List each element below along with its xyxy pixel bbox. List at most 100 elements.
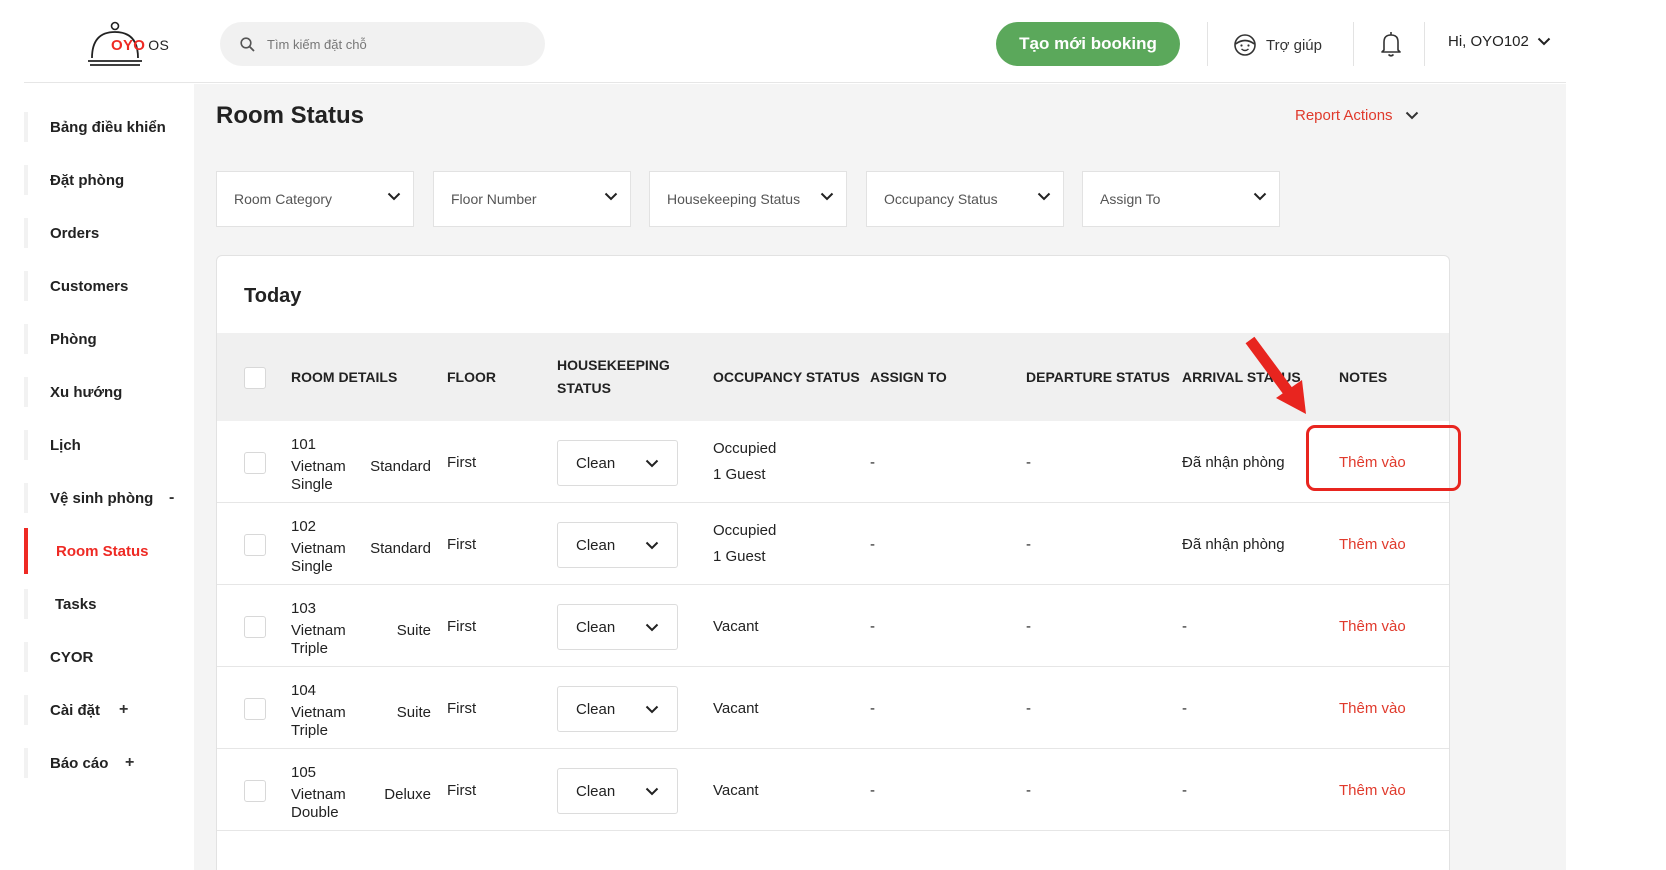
- housekeeping-status-select[interactable]: Clean: [557, 768, 678, 814]
- housekeeping-status-select[interactable]: Clean: [557, 686, 678, 732]
- occupancy-status: Occupied: [713, 440, 777, 457]
- chevron-down-icon: [1537, 37, 1551, 46]
- sidebar-item-calendar[interactable]: Lịch: [24, 422, 194, 468]
- row-checkbox[interactable]: [244, 616, 266, 638]
- housekeeping-status-select[interactable]: Clean: [557, 440, 678, 486]
- guest-count: 1 Guest: [713, 466, 766, 483]
- add-note-link[interactable]: Thêm vào: [1339, 618, 1406, 635]
- sidebar-item-label: Xu hướng: [50, 383, 123, 401]
- room-category: Suite: [396, 622, 431, 639]
- column-header-notes: NOTES: [1339, 369, 1388, 385]
- row-checkbox[interactable]: [244, 534, 266, 556]
- search-input[interactable]: [267, 33, 527, 55]
- chevron-down-icon: [1037, 192, 1051, 201]
- column-header-floor: FLOOR: [447, 369, 496, 385]
- column-header-housekeeping: HOUSEKEEPING STATUS: [557, 357, 670, 396]
- row-checkbox[interactable]: [244, 780, 266, 802]
- user-menu[interactable]: Hi, OYO102: [1448, 33, 1551, 50]
- header-divider: [1353, 22, 1354, 66]
- sidebar-item-room-status[interactable]: Room Status: [24, 528, 194, 574]
- occupancy-status: Vacant: [713, 700, 759, 717]
- filter-assign-to[interactable]: Assign To: [1082, 171, 1280, 227]
- room-name: Vietnam: [291, 540, 346, 557]
- table-header: ROOM DETAILS FLOOR HOUSEKEEPING STATUS O…: [217, 333, 1449, 421]
- add-note-link[interactable]: Thêm vào: [1339, 536, 1406, 553]
- filter-label: Occupancy Status: [884, 191, 998, 207]
- room-category: Deluxe: [384, 786, 431, 803]
- notifications-button[interactable]: [1379, 30, 1403, 63]
- add-note-link[interactable]: Thêm vào: [1339, 454, 1406, 471]
- sidebar-item-trends[interactable]: Xu hướng: [24, 369, 194, 415]
- cloche-icon: [88, 21, 142, 66]
- row-checkbox[interactable]: [244, 452, 266, 474]
- main-content: Room Status Report Actions Room Category…: [194, 84, 1566, 870]
- room-category: Standard: [370, 458, 431, 475]
- room-type: Double: [291, 804, 339, 821]
- logo-brand: OYO: [111, 37, 146, 54]
- room-name: Vietnam: [291, 786, 346, 803]
- filter-housekeeping-status[interactable]: Housekeeping Status: [649, 171, 847, 227]
- arrival-status: -: [1182, 782, 1187, 799]
- column-header-assign-to: ASSIGN TO: [870, 369, 947, 385]
- room-category: Standard: [370, 540, 431, 557]
- oyo-logo[interactable]: OYO OS: [86, 20, 186, 70]
- help-link[interactable]: Trợ giúp: [1233, 32, 1322, 58]
- room-floor: First: [447, 782, 477, 799]
- chevron-down-icon: [645, 787, 659, 796]
- room-number: 101: [291, 436, 317, 453]
- report-actions-dropdown[interactable]: Report Actions: [1295, 107, 1419, 124]
- sidebar-item-housekeeping[interactable]: Vệ sinh phòng -: [24, 475, 194, 521]
- housekeeping-status-value: Clean: [576, 537, 616, 554]
- add-note-link[interactable]: Thêm vào: [1339, 782, 1406, 799]
- collapse-toggle[interactable]: -: [169, 489, 175, 506]
- filter-label: Housekeeping Status: [667, 191, 801, 207]
- logo-suffix: OS: [148, 37, 170, 53]
- search-bar[interactable]: [220, 22, 545, 66]
- filter-floor-number[interactable]: Floor Number: [433, 171, 631, 227]
- room-number: 105: [291, 764, 317, 781]
- housekeeping-status-select[interactable]: Clean: [557, 604, 678, 650]
- sidebar-item-rooms[interactable]: Phòng: [24, 316, 194, 362]
- housekeeping-status-value: Clean: [576, 619, 616, 636]
- occupancy-status: Vacant: [713, 618, 759, 635]
- sidebar-item-dashboard[interactable]: Bảng điều khiển: [24, 104, 194, 150]
- sidebar-item-bookings[interactable]: Đặt phòng: [24, 157, 194, 203]
- room-name: Vietnam: [291, 458, 346, 475]
- chevron-down-icon: [645, 541, 659, 550]
- occupancy-status: Vacant: [713, 782, 759, 799]
- add-note-link[interactable]: Thêm vào: [1339, 700, 1406, 717]
- arrival-status: -: [1182, 618, 1187, 635]
- expand-toggle[interactable]: +: [125, 754, 135, 771]
- chevron-down-icon: [604, 192, 618, 201]
- housekeeping-status-select[interactable]: Clean: [557, 522, 678, 568]
- expand-toggle[interactable]: +: [119, 701, 129, 718]
- room-status-card: Today ROOM DETAILS FLOOR HOUSEKEEPING ST…: [216, 255, 1450, 870]
- sidebar-item-cyor[interactable]: CYOR: [24, 634, 194, 680]
- guest-count: 1 Guest: [713, 548, 766, 565]
- filter-occupancy-status[interactable]: Occupancy Status: [866, 171, 1064, 227]
- sidebar-item-label: Bảng điều khiển: [50, 118, 166, 136]
- filter-room-category[interactable]: Room Category: [216, 171, 414, 227]
- departure-status: -: [1026, 454, 1031, 471]
- select-all-checkbox[interactable]: [244, 367, 266, 389]
- sidebar-item-orders[interactable]: Orders: [24, 210, 194, 256]
- support-icon: [1234, 34, 1256, 56]
- room-category: Suite: [396, 704, 431, 721]
- assign-to-value: -: [870, 700, 875, 717]
- new-booking-button[interactable]: Tạo mới booking: [996, 22, 1180, 66]
- sidebar-item-label: Orders: [50, 224, 100, 242]
- sidebar-item-settings[interactable]: Cài đặt +: [24, 687, 194, 733]
- sidebar-item-label: Báo cáo: [50, 754, 109, 772]
- chevron-down-icon: [645, 459, 659, 468]
- chevron-down-icon: [645, 623, 659, 632]
- chevron-down-icon: [387, 192, 401, 201]
- room-name: Vietnam: [291, 704, 346, 721]
- sidebar-item-customers[interactable]: Customers: [24, 263, 194, 309]
- sidebar-item-tasks[interactable]: Tasks: [24, 581, 194, 627]
- row-checkbox[interactable]: [244, 698, 266, 720]
- departure-status: -: [1026, 700, 1031, 717]
- room-name: Vietnam: [291, 622, 346, 639]
- sidebar-item-reports[interactable]: Báo cáo +: [24, 740, 194, 786]
- room-number: 103: [291, 600, 317, 617]
